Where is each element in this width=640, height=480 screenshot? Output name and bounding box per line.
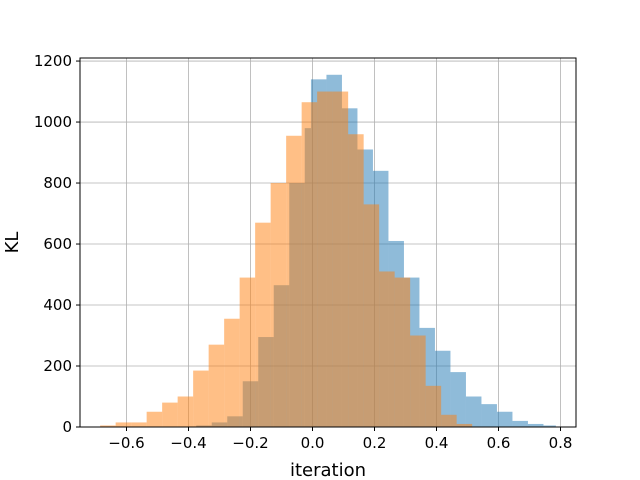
y-tick-label: 0: [62, 418, 72, 436]
y-tick-label: 1200: [34, 52, 72, 70]
histogram-bar-series-2: [332, 91, 349, 427]
histogram-bar-series-2: [115, 422, 132, 427]
x-tick-label: 0.2: [363, 434, 387, 452]
histogram-bar-series-2: [131, 422, 147, 427]
histogram-bar-series-2: [208, 344, 225, 427]
histogram-bar-series-2: [317, 91, 333, 427]
histogram-bar-series-2: [193, 370, 209, 427]
plot-frame: [79, 57, 577, 428]
histogram-bar-series-1: [496, 411, 513, 427]
x-tick-label: 0.6: [487, 434, 511, 452]
histogram-bar-series-1: [512, 420, 528, 427]
histogram-bar-series-1: [543, 425, 556, 427]
histogram-bar-series-1: [527, 423, 544, 427]
histogram-bar-series-2: [270, 183, 287, 427]
histogram-bar-series-2: [441, 414, 457, 427]
histogram-bar-series-2: [286, 135, 302, 427]
x-tick-label: 0.0: [301, 434, 325, 452]
x-tick-label: −0.4: [170, 434, 206, 452]
histogram-bar-series-2: [425, 385, 442, 427]
x-tick-label: 0.4: [425, 434, 449, 452]
axis-ticks: −0.6 −0.4 −0.2 0.0 0.2 0.4 0.6 0.8 0 200 400 600 800…: [34, 52, 573, 452]
histogram-bar-series-2: [363, 204, 380, 427]
x-tick-label: −0.6: [108, 434, 144, 452]
histogram-bar-series-2: [224, 318, 240, 427]
histogram-bar-series-2: [379, 271, 395, 427]
x-axis-label: iteration: [290, 460, 366, 480]
histogram-bar-series-2: [100, 425, 116, 427]
histogram-bar-series-2: [394, 277, 411, 427]
y-tick-label: 600: [43, 235, 72, 253]
histogram-bar-series-2: [255, 222, 271, 427]
x-tick-label: −0.2: [232, 434, 268, 452]
histogram-bars: [100, 74, 556, 428]
y-tick-label: 800: [43, 174, 72, 192]
y-tick-label: 1000: [34, 113, 72, 131]
histogram-bar-series-2: [177, 396, 194, 427]
histogram-bar-series-2: [162, 402, 178, 427]
histogram-bar-series-2: [146, 411, 163, 427]
x-tick-label: 0.8: [549, 434, 573, 452]
histogram-bar-series-2: [348, 134, 364, 427]
histogram-bar-series-2: [239, 277, 256, 427]
histogram-bar-series-1: [465, 396, 482, 427]
y-axis-label: KL: [2, 232, 23, 254]
histogram-bar-series-1: [450, 372, 466, 427]
histogram-bar-series-2: [301, 102, 318, 428]
histogram-bar-series-2: [410, 335, 426, 427]
y-tick-label: 400: [43, 296, 72, 314]
histogram-bar-series-1: [481, 404, 497, 427]
histogram-bar-series-2: [456, 423, 473, 427]
y-tick-label: 200: [43, 357, 72, 375]
